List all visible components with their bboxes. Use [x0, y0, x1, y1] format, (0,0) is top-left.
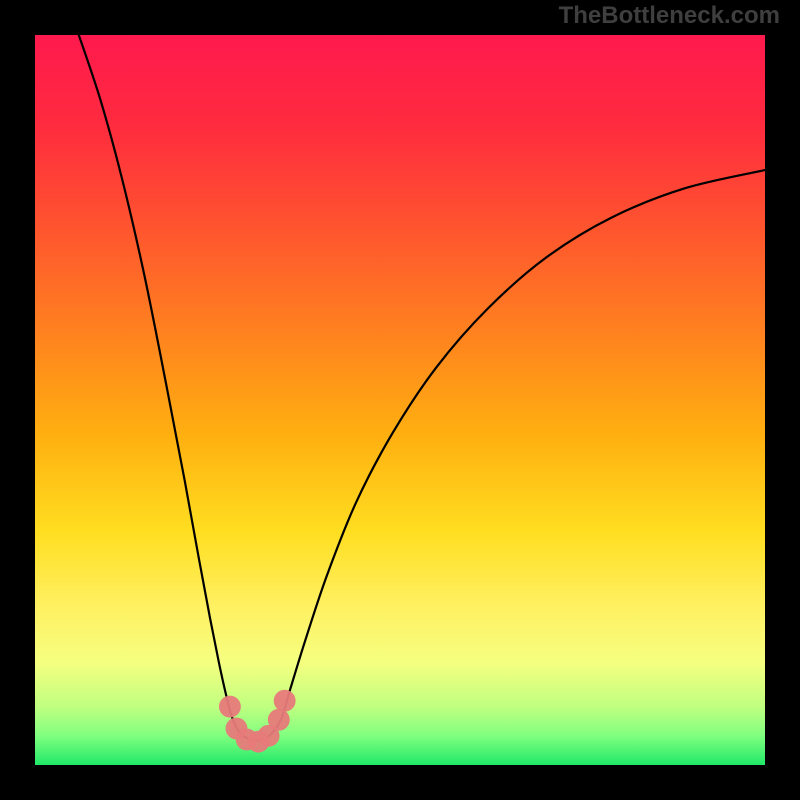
stage: TheBottleneck.com	[0, 0, 800, 800]
chart-plot-area	[35, 35, 765, 765]
attribution-text: TheBottleneck.com	[559, 2, 780, 30]
curve-svg	[35, 35, 765, 765]
valley-marker	[274, 690, 296, 712]
bottleneck-curve	[79, 35, 765, 740]
valley-marker	[219, 696, 241, 718]
valley-marker	[268, 709, 290, 731]
